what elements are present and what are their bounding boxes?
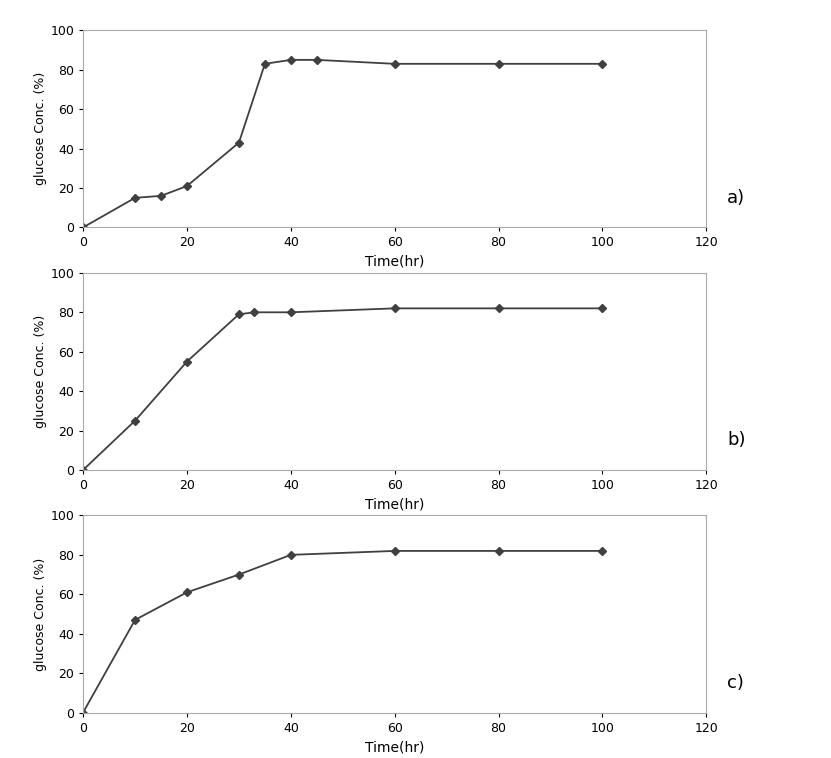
- Text: b): b): [727, 431, 745, 449]
- X-axis label: Time(hr): Time(hr): [365, 497, 425, 512]
- Y-axis label: glucose Conc. (%): glucose Conc. (%): [34, 557, 47, 671]
- X-axis label: Time(hr): Time(hr): [365, 740, 425, 754]
- X-axis label: Time(hr): Time(hr): [365, 255, 425, 269]
- Y-axis label: glucose Conc. (%): glucose Conc. (%): [34, 72, 47, 186]
- Text: a): a): [727, 189, 745, 207]
- Y-axis label: glucose Conc. (%): glucose Conc. (%): [34, 315, 47, 428]
- Text: c): c): [727, 674, 744, 692]
